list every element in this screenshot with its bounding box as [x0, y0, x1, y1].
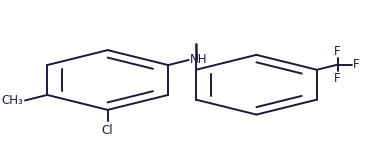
Text: CH₃: CH₃: [2, 94, 23, 107]
Text: Cl: Cl: [102, 124, 113, 137]
Text: NH: NH: [190, 53, 207, 66]
Text: F: F: [334, 45, 341, 58]
Text: F: F: [353, 58, 360, 71]
Text: F: F: [334, 72, 341, 85]
